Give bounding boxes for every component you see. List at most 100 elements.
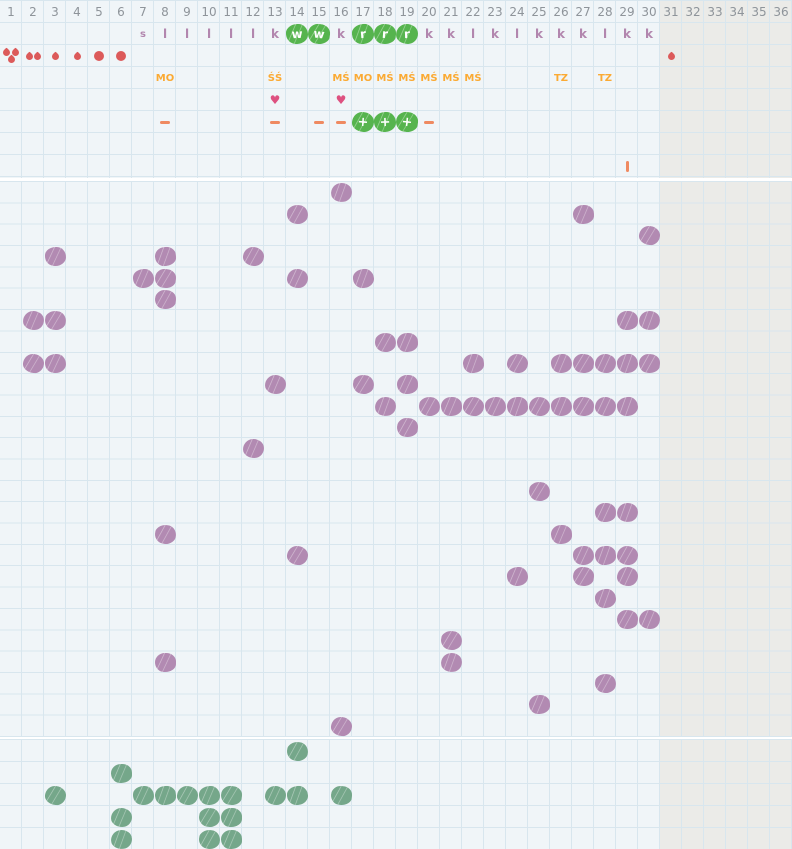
fertile-letter-mark[interactable]: r (373, 23, 397, 45)
observation-letter-cell[interactable]: k (484, 23, 506, 45)
day-number-cell[interactable]: 14 (286, 1, 308, 23)
temperature-mark[interactable] (615, 395, 639, 417)
code-cell[interactable]: TZ (594, 67, 616, 89)
temperature-mark[interactable] (637, 224, 661, 246)
day-number-cell[interactable]: 4 (66, 1, 88, 23)
temperature-mark[interactable] (396, 375, 418, 395)
day-number-cell[interactable]: 1 (0, 1, 22, 23)
observation-letter-cell[interactable]: k (264, 23, 286, 45)
temperature-mark[interactable] (638, 609, 660, 630)
bottom-mark[interactable] (264, 785, 286, 805)
day-number-cell[interactable]: 16 (330, 1, 352, 23)
observation-letter-cell[interactable]: k (550, 23, 572, 45)
bleeding-cell[interactable] (88, 45, 110, 67)
temperature-mark[interactable] (153, 267, 177, 289)
temperature-mark[interactable] (571, 352, 595, 374)
fertile-letter-mark[interactable]: w (285, 23, 309, 45)
observation-letter-cell[interactable]: k (440, 23, 462, 45)
temperature-mark[interactable] (351, 267, 375, 289)
bottom-mark[interactable] (220, 829, 242, 849)
bottom-mark[interactable] (110, 807, 132, 827)
day-number-cell[interactable]: 7 (132, 1, 154, 23)
bottom-mark[interactable] (43, 784, 67, 806)
result-cell[interactable] (330, 111, 352, 133)
temperature-mark[interactable] (550, 524, 572, 545)
day-number-cell[interactable]: 13 (264, 1, 286, 23)
code-cell[interactable]: MO (352, 67, 374, 89)
bottom-mark[interactable] (109, 828, 133, 849)
temperature-mark[interactable] (285, 203, 309, 225)
temperature-mark[interactable] (616, 311, 638, 331)
result-cell[interactable] (308, 111, 330, 133)
temperature-mark[interactable] (637, 310, 661, 332)
bottom-mark[interactable] (175, 784, 199, 806)
positive-result-mark[interactable]: + (373, 111, 397, 133)
code-cell[interactable]: MŚ (330, 67, 352, 89)
temperature-mark[interactable] (264, 374, 286, 395)
bottom-mark[interactable] (285, 784, 309, 806)
bleeding-cell[interactable] (22, 45, 44, 67)
observation-letter-cell[interactable]: l (198, 23, 220, 45)
day-number-cell[interactable]: 18 (374, 1, 396, 23)
day-number-cell[interactable]: 29 (616, 1, 638, 23)
day-number-cell[interactable]: 5 (88, 1, 110, 23)
bottom-mark[interactable] (197, 806, 221, 828)
temperature-mark[interactable] (505, 353, 529, 374)
observation-letter-cell[interactable]: l (176, 23, 198, 45)
temperature-mark[interactable] (285, 545, 309, 567)
temperature-mark[interactable] (417, 395, 441, 417)
temperature-mark[interactable] (440, 396, 462, 416)
code-cell[interactable]: TZ (550, 67, 572, 89)
day-number-cell[interactable]: 27 (572, 1, 594, 23)
bottom-mark[interactable] (197, 828, 221, 849)
day-number-cell[interactable]: 26 (550, 1, 572, 23)
temperature-mark[interactable] (594, 353, 616, 373)
bottom-mark[interactable] (329, 784, 353, 806)
temperature-mark[interactable] (528, 695, 550, 715)
day-number-cell[interactable]: 22 (462, 1, 484, 23)
temperature-mark[interactable] (286, 268, 308, 288)
day-number-cell[interactable]: 30 (638, 1, 660, 23)
day-number-cell[interactable]: 32 (682, 1, 704, 23)
code-cell[interactable]: MŚ (418, 67, 440, 89)
day-number-cell[interactable]: 6 (110, 1, 132, 23)
observation-letter-cell[interactable]: k (638, 23, 660, 45)
temperature-mark[interactable] (439, 651, 463, 673)
observation-letter-cell[interactable]: l (220, 23, 242, 45)
temperature-mark[interactable] (373, 395, 397, 417)
day-number-cell[interactable]: 20 (418, 1, 440, 23)
temperature-scatter-section[interactable] (0, 181, 792, 737)
symbol-grid-section[interactable]: 1 2 3 4 5 6 7 8 9 10 11 12 13 14 15 16 17 18 19 20 21 22 23 24 2… (0, 0, 792, 178)
positive-result-mark[interactable]: + (351, 111, 375, 133)
temperature-mark[interactable] (153, 289, 177, 310)
day-number-cell[interactable]: 3 (44, 1, 66, 23)
temperature-mark[interactable] (572, 204, 594, 224)
positive-result-mark[interactable]: + (395, 110, 419, 134)
heart-cell[interactable]: ♥ (264, 89, 286, 111)
fertile-letter-mark[interactable]: r (351, 23, 375, 45)
fertile-letter-mark[interactable]: w (307, 22, 331, 46)
day-number-cell[interactable]: 28 (594, 1, 616, 23)
temperature-mark[interactable] (461, 395, 485, 417)
code-cell[interactable]: MŚ (440, 67, 462, 89)
bottom-mark[interactable] (153, 784, 177, 806)
bottom-mark[interactable] (220, 807, 242, 827)
temperature-mark[interactable] (572, 546, 594, 566)
result-cell[interactable] (154, 111, 176, 133)
temperature-mark[interactable] (44, 353, 66, 373)
temperature-mark[interactable] (505, 395, 529, 417)
day-number-cell[interactable]: 21 (440, 1, 462, 23)
temperature-mark[interactable] (132, 268, 154, 288)
observation-letter-cell[interactable]: k (418, 23, 440, 45)
heart-cell[interactable]: ♥ (330, 89, 352, 111)
day-number-cell[interactable]: 11 (220, 1, 242, 23)
observation-letter-cell[interactable]: l (462, 23, 484, 45)
temperature-mark[interactable] (615, 545, 639, 566)
bottom-mark[interactable] (219, 784, 243, 806)
temperature-mark[interactable] (550, 353, 572, 374)
temperature-mark[interactable] (154, 652, 176, 672)
day-number-cell[interactable]: 34 (726, 1, 748, 23)
day-number-cell[interactable]: 15 (308, 1, 330, 23)
temperature-mark[interactable] (593, 587, 617, 609)
observation-letter-cell[interactable]: l (154, 23, 176, 45)
